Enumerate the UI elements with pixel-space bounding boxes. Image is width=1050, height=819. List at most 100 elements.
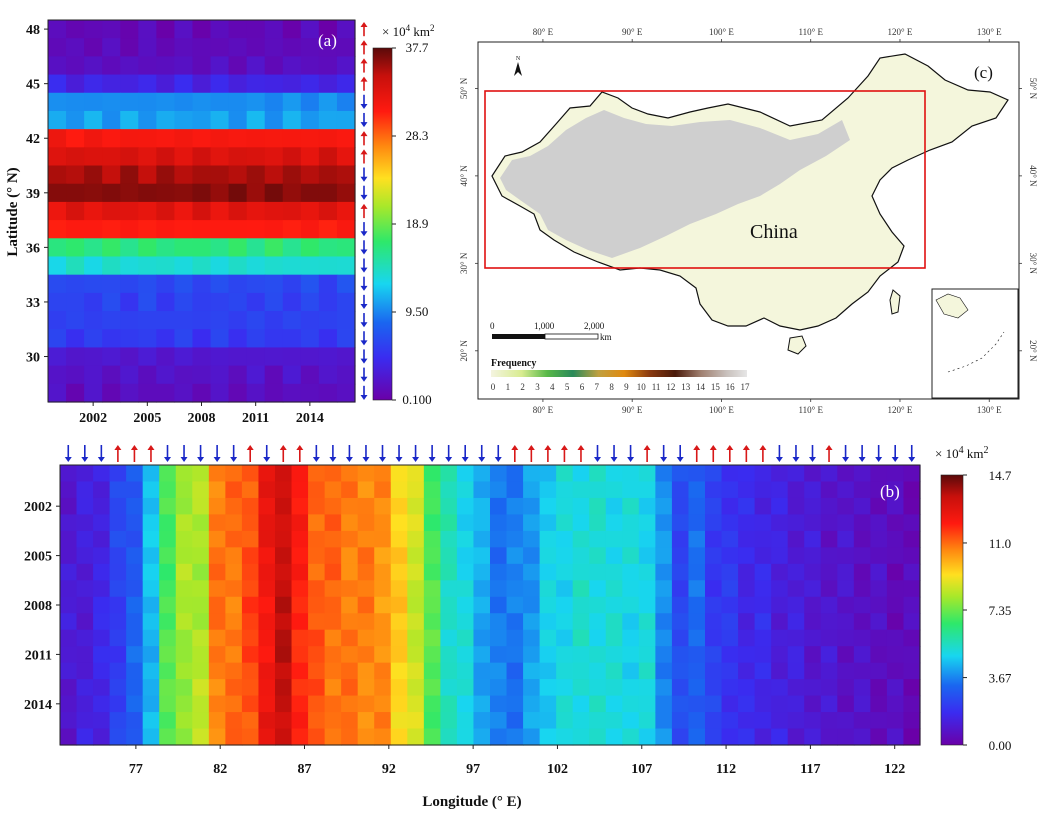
scale-label-2000: 2,000 — [584, 321, 605, 331]
panel-a-cell — [120, 347, 139, 367]
panel-b-cell — [390, 547, 408, 565]
panel-b-cell — [886, 497, 905, 516]
panel-b-cell — [870, 646, 888, 664]
panel-b-cell — [771, 679, 789, 697]
panel-b-cell — [572, 481, 590, 499]
panel-b-cell — [241, 695, 260, 713]
panel-b-cell — [622, 481, 640, 499]
panel-b-cell — [638, 514, 656, 532]
panel-b-cell — [407, 530, 425, 548]
panel-b-cell — [440, 497, 458, 516]
panel-a-cell — [84, 220, 103, 239]
panel-b-cell — [556, 481, 574, 499]
panel-b-cell — [93, 596, 111, 614]
panel-a-cell — [282, 56, 302, 76]
panel-a-arrow-up — [360, 58, 368, 73]
panel-b-cell — [523, 629, 541, 647]
panel-b-cell — [407, 679, 425, 697]
panel-b-cell — [341, 497, 359, 516]
panel-b-cell — [870, 613, 888, 631]
panel-a-cell — [174, 92, 194, 112]
panel-a-cell — [264, 183, 284, 203]
panel-b-cell — [159, 712, 177, 730]
panel-b-cell — [638, 563, 656, 581]
panel-b-cell — [192, 646, 210, 664]
panel-b-cell — [886, 596, 905, 614]
panel-a-cell — [246, 74, 266, 94]
panel-b-y-tick-label: 2002 — [24, 500, 52, 515]
panel-b-cell — [589, 695, 607, 713]
panel-b-cell — [76, 497, 94, 516]
panel-b-cell — [456, 580, 475, 598]
panel-b-cell — [870, 695, 888, 713]
panel-b-cell — [853, 465, 871, 483]
panel-b-cell — [771, 646, 789, 664]
panel-a-cell — [66, 110, 85, 130]
panel-b-cell — [473, 481, 491, 499]
panel-b-cell — [771, 481, 789, 499]
panel-a-cell — [228, 220, 248, 239]
panel-b-cell — [622, 547, 640, 565]
panel-b-cell — [771, 530, 789, 548]
panel-b-arrow-up-head — [577, 445, 585, 450]
panel-b-cell — [324, 530, 342, 548]
panel-a-arrow-down-head — [360, 395, 368, 400]
panel-a-cell — [138, 38, 157, 57]
panel-b-arrow-down-head — [676, 457, 684, 462]
panel-b-cell — [93, 728, 111, 746]
panel-a-cell — [192, 274, 212, 294]
panel-b-cell — [705, 465, 723, 483]
panel-b-cell — [142, 712, 160, 730]
panel-b-cell — [175, 596, 193, 614]
panel-a-arrow-down — [360, 385, 368, 400]
panel-a-arrow-up-head — [360, 76, 368, 82]
panel-b-arrow-down — [610, 445, 618, 462]
map-top-tick-label: 90° E — [622, 27, 643, 37]
panel-a-cell — [264, 274, 284, 294]
panel-b-cell — [870, 497, 888, 516]
panel-b-cell — [374, 662, 392, 680]
panel-b-cell — [870, 728, 888, 746]
panel-a-cell — [174, 110, 194, 130]
panel-b-cell — [142, 629, 160, 647]
panel-a-cell — [318, 56, 338, 76]
panel-b-cell — [523, 547, 541, 565]
panel-a-cell — [300, 38, 320, 57]
panel-a-cell — [282, 347, 302, 367]
panel-b-cell — [903, 465, 921, 483]
panel-a-cell — [120, 274, 139, 294]
panel-b-cell — [390, 465, 408, 483]
panel-b-cell — [159, 547, 177, 565]
panel-b-cell — [523, 695, 541, 713]
panel-b-cell — [523, 497, 541, 516]
panel-a-arrow-down — [360, 222, 368, 237]
panel-b-cell — [870, 629, 888, 647]
panel-a-cell — [138, 329, 157, 349]
panel-b-cell — [93, 563, 111, 581]
panel-a-arrow-down-head — [360, 285, 368, 291]
panel-b-cell — [886, 728, 905, 746]
panel-b-arrow-down — [627, 445, 635, 462]
panel-a-cell — [192, 256, 212, 276]
panel-b-cell — [440, 646, 458, 664]
panel-a-cell — [66, 147, 85, 167]
north-arrow: N — [514, 56, 522, 76]
panel-b-arrow-up — [544, 445, 552, 462]
panel-b-cell — [60, 712, 78, 730]
panel-a-colorbar-tick-label: 18.9 — [406, 216, 429, 231]
panel-b-cell — [142, 580, 160, 598]
panel-b-cell — [490, 662, 508, 680]
panel-a-cell — [48, 347, 67, 367]
panel-a-cell — [156, 20, 176, 39]
panel-b-arrow-down — [842, 445, 850, 462]
panel-b-cell — [738, 695, 756, 713]
panel-b-cell — [638, 580, 656, 598]
panel-b-cell — [374, 712, 392, 730]
panel-a-cell — [102, 165, 121, 185]
panel-b-cell — [490, 497, 508, 516]
scale-bar-white — [544, 333, 599, 340]
panel-a-cell — [174, 129, 194, 148]
panel-b-arrow-down — [660, 445, 668, 462]
panel-b-cell — [506, 695, 524, 713]
panel-b-cell — [556, 679, 574, 697]
